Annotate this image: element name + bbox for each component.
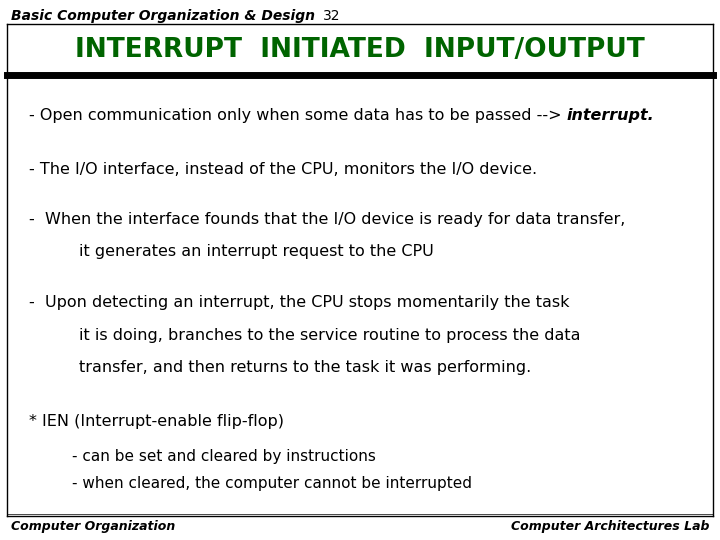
Text: Basic Computer Organization & Design: Basic Computer Organization & Design: [11, 9, 315, 23]
Text: transfer, and then returns to the task it was performing.: transfer, and then returns to the task i…: [79, 360, 531, 375]
Text: * IEN (Interrupt-enable flip-flop): * IEN (Interrupt-enable flip-flop): [29, 414, 284, 429]
Text: - Open communication only when some data has to be passed -->: - Open communication only when some data…: [29, 108, 567, 123]
Text: INTERRUPT  INITIATED  INPUT/OUTPUT: INTERRUPT INITIATED INPUT/OUTPUT: [75, 37, 645, 63]
Text: it generates an interrupt request to the CPU: it generates an interrupt request to the…: [79, 244, 434, 259]
Text: Computer Architectures Lab: Computer Architectures Lab: [510, 520, 709, 533]
Text: interrupt.: interrupt.: [567, 108, 654, 123]
Text: - The I/O interface, instead of the CPU, monitors the I/O device.: - The I/O interface, instead of the CPU,…: [29, 162, 537, 177]
Text: Computer Organization: Computer Organization: [11, 520, 175, 533]
Text: it is doing, branches to the service routine to process the data: it is doing, branches to the service rou…: [79, 328, 581, 343]
Text: -  Upon detecting an interrupt, the CPU stops momentarily the task: - Upon detecting an interrupt, the CPU s…: [29, 295, 570, 310]
Text: -  When the interface founds that the I/O device is ready for data transfer,: - When the interface founds that the I/O…: [29, 212, 625, 227]
Text: 32: 32: [323, 9, 340, 23]
Text: - when cleared, the computer cannot be interrupted: - when cleared, the computer cannot be i…: [72, 476, 472, 491]
Text: - can be set and cleared by instructions: - can be set and cleared by instructions: [72, 449, 376, 464]
